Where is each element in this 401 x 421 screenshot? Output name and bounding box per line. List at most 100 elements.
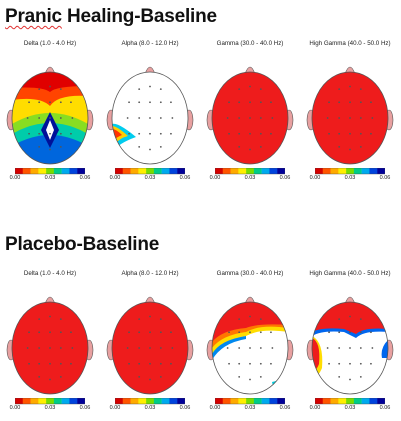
colorbar-tick-label: 0.00: [209, 405, 221, 411]
electrode-dot: [149, 101, 151, 104]
colorbar-swatch: [122, 168, 131, 174]
colorbar-tick-label: 0.06: [379, 175, 391, 181]
electrode-dot: [28, 331, 30, 334]
colorbar: [15, 168, 85, 175]
colorbar-swatch: [77, 168, 85, 174]
colorbar-swatch: [277, 398, 285, 404]
colorbar-swatch: [269, 168, 278, 174]
colorbar-tick-label: 0.03: [344, 175, 356, 181]
colorbar-tick-label: 0.06: [179, 175, 191, 181]
colorbar-frame: [115, 398, 185, 405]
electrode-dot: [49, 331, 51, 334]
colorbar-swatch: [69, 168, 78, 174]
electrode-dot: [271, 347, 274, 349]
electrode-dot: [270, 331, 272, 334]
electrode-dot: [49, 362, 51, 365]
topomap: [106, 66, 194, 165]
colorbar-swatch: [138, 168, 147, 174]
electrode-dot: [370, 132, 372, 135]
electrode-dot: [349, 362, 351, 365]
electrode-dot: [259, 375, 262, 378]
section-title-pranic: Pranic Healing-Baseline: [5, 6, 217, 28]
colorbar-swatch: [169, 398, 178, 404]
electrode-dot: [149, 117, 151, 119]
electrode-dot: [259, 145, 262, 148]
electrode-dot: [238, 145, 241, 148]
electrode-dot: [49, 315, 51, 318]
topomap: [206, 66, 294, 165]
electrode-dot: [249, 331, 251, 334]
map-label-r2-delta: Delta (1.0 - 4.0 Hz): [23, 270, 77, 277]
colorbar-swatch: [146, 398, 155, 404]
colorbar-swatch: [369, 398, 378, 404]
electrode-dot: [170, 331, 172, 334]
topomap: [6, 296, 94, 395]
electrode-dot: [170, 362, 172, 365]
electrode-dot: [338, 318, 341, 321]
electrode-dot: [270, 362, 272, 365]
electrode-dot: [238, 318, 241, 321]
electrode-dot: [238, 375, 241, 378]
head-outline: [111, 301, 189, 395]
electrode-dot: [259, 362, 262, 365]
head-outline: [11, 71, 89, 165]
electrode-dot: [38, 88, 41, 91]
electrode-dot: [149, 132, 151, 135]
electrode-dot: [138, 132, 141, 135]
electrode-dot: [149, 331, 151, 334]
colorbar-swatch: [61, 398, 70, 404]
colorbar-tick-label: 0.00: [309, 405, 321, 411]
head-outline: [111, 71, 189, 165]
colorbar-swatch: [222, 398, 231, 404]
colorbar-tick-label: 0.03: [44, 405, 56, 411]
electrode-dot: [349, 132, 351, 135]
electrode-dot: [28, 132, 30, 135]
electrode-dot: [49, 148, 51, 151]
colorbar-swatch: [46, 168, 55, 174]
colorbar-swatch: [146, 168, 155, 174]
electrode-dot: [71, 347, 74, 349]
colorbar-swatch: [322, 398, 331, 404]
head-outline: [311, 301, 389, 395]
electrode-dot: [270, 101, 272, 104]
electrode-dot: [349, 331, 351, 334]
colorbar-swatch: [38, 168, 47, 174]
colorbar-swatch: [177, 398, 185, 404]
electrode-dot: [59, 331, 62, 334]
electrode-dot: [159, 117, 162, 119]
title-rest-pranic: Healing-Baseline: [61, 6, 217, 27]
electrode-dot: [171, 117, 174, 119]
colorbar-swatch: [369, 168, 378, 174]
electrode-dot: [38, 101, 41, 104]
electrode-dot: [349, 148, 351, 151]
electrode-dot: [228, 132, 230, 135]
colorbar-swatch: [246, 398, 255, 404]
electrode-dot: [38, 362, 41, 365]
electrode-dot: [238, 88, 241, 91]
electrode-dot: [349, 347, 351, 349]
electrode-dot: [359, 88, 362, 91]
electrode-dot: [349, 85, 351, 88]
colorbar-swatch: [261, 398, 270, 404]
colorbar-swatch: [315, 398, 323, 404]
colorbar-tick-label: 0.00: [109, 175, 121, 181]
electrode-dot: [226, 117, 229, 119]
map-label-r2-highgamma: High Gamma (40.0 - 50.0 Hz): [309, 270, 391, 277]
topomap: [206, 296, 294, 395]
colorbar: [15, 398, 85, 405]
electrode-dot: [270, 132, 272, 135]
electrode-dot: [26, 347, 29, 349]
electrode-dot: [338, 117, 341, 119]
colorbar-swatch: [53, 398, 62, 404]
colorbar-swatch: [69, 398, 78, 404]
electrode-dot: [149, 347, 151, 349]
colorbar-frame: [15, 398, 85, 405]
colorbar-swatch: [215, 398, 223, 404]
colorbar-swatch: [338, 398, 347, 404]
electrode-dot: [128, 101, 130, 104]
electrode-dot: [359, 117, 362, 119]
electrode-dot: [138, 347, 141, 349]
electrode-dot: [138, 375, 141, 378]
electrode-dot: [259, 88, 262, 91]
electrode-dot: [159, 331, 162, 334]
